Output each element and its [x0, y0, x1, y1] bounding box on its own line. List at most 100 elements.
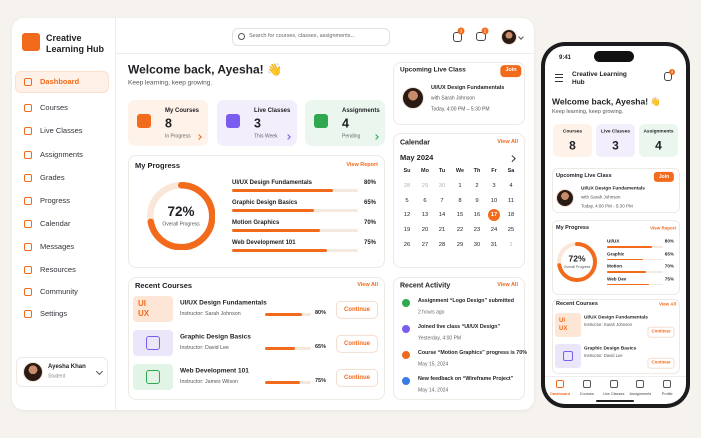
weekday: Mo [421, 168, 429, 175]
phone-stat-card [553, 124, 592, 157]
calendar-day[interactable]: 4 [509, 182, 513, 189]
progress-fill [232, 249, 327, 252]
calendar-day[interactable]: 1 [458, 182, 462, 189]
nav-item[interactable]: Messages [40, 242, 75, 252]
calendar-day[interactable]: 30 [473, 241, 481, 248]
calendar-day[interactable]: 26 [403, 241, 411, 248]
nav-item[interactable]: Resources [40, 265, 76, 275]
donut [146, 181, 216, 251]
activity-icon [402, 377, 410, 385]
course-name: UI/UX Design Fundamentals [232, 179, 313, 186]
panel-link[interactable]: View All [497, 139, 518, 146]
calendar-day[interactable]: 29 [421, 182, 429, 189]
calendar-day[interactable]: 15 [456, 212, 464, 219]
course-percent: 80% [664, 238, 674, 244]
calendar-day[interactable]: 17 [490, 212, 498, 219]
calendar-day[interactable]: 20 [421, 227, 429, 234]
dynamic-island [594, 51, 634, 62]
calendar-day[interactable]: 14 [438, 212, 446, 219]
activity-text: Course “Motion Graphics” progress is 70% [418, 350, 527, 357]
calendar-day[interactable]: 31 [490, 241, 498, 248]
weekday: Tu [438, 168, 446, 175]
calendar-day[interactable]: 29 [456, 241, 464, 248]
calendar-day[interactable]: 30 [438, 182, 446, 189]
calendar-day[interactable]: 8 [458, 197, 462, 204]
donut-arc [557, 242, 597, 282]
nav-item[interactable]: Calendar [40, 219, 71, 229]
phone-progress-panel [552, 220, 680, 295]
join-button[interactable]: Join [653, 171, 675, 183]
calendar-day[interactable]: 2 [475, 182, 479, 189]
phone-stat-value: 4 [655, 138, 662, 153]
calendar-day[interactable]: 6 [423, 197, 427, 204]
calendar-day[interactable]: 7 [440, 197, 444, 204]
continue-button[interactable]: Continue [336, 368, 378, 388]
message-icon[interactable] [476, 32, 486, 41]
tab-label[interactable]: Courses [579, 392, 594, 397]
calendar-day[interactable]: 9 [475, 197, 479, 204]
course-percent: 70% [363, 219, 376, 226]
nav-item[interactable]: Progress [40, 196, 71, 206]
calendar-day[interactable]: 12 [403, 212, 411, 219]
calendar-day[interactable]: 5 [405, 197, 409, 204]
panel-title: My Progress [556, 225, 590, 232]
tab-label[interactable]: Live Classes [602, 392, 625, 397]
continue-button[interactable]: Continue [336, 334, 378, 354]
calendar-day[interactable]: 21 [438, 227, 446, 234]
nav-item[interactable]: Settings [40, 309, 68, 319]
nav-item[interactable]: Grades [40, 173, 65, 183]
calendar-day[interactable]: 24 [490, 227, 498, 234]
phone-bell[interactable] [664, 72, 672, 81]
continue-button[interactable]: Continue [647, 326, 675, 338]
tab-label[interactable]: Dashboard [550, 392, 570, 397]
continue-button[interactable]: Continue [336, 300, 378, 320]
continue-button[interactable]: Continue [647, 357, 675, 369]
thumb-icon [146, 336, 160, 350]
nav-item[interactable]: Dashboard [40, 77, 80, 87]
stat-value: 4 [342, 116, 349, 131]
nav-item[interactable]: Courses [40, 103, 68, 113]
search-box[interactable] [232, 28, 390, 46]
activity-text: Assignment “Logo Design” submitted [418, 298, 514, 305]
panel-link[interactable]: View All [658, 301, 676, 307]
stat-label: Assignments [342, 107, 380, 114]
calendar-day[interactable]: 28 [438, 241, 446, 248]
calendar-day[interactable]: 3 [492, 182, 496, 189]
tab-label[interactable]: Profile [661, 392, 673, 397]
calendar-day[interactable]: 1 [509, 241, 513, 248]
calendar-day[interactable]: 23 [473, 227, 481, 234]
stat-value: 3 [254, 116, 261, 131]
nav-item[interactable]: Community [40, 287, 78, 297]
nav-active [16, 72, 108, 92]
panel-link[interactable]: View All [357, 282, 378, 289]
search-icon [238, 33, 245, 40]
tab-icon [556, 380, 564, 388]
calendar-day[interactable]: 13 [421, 212, 429, 219]
course-thumbnail [555, 313, 581, 337]
panel-link[interactable]: View Report [650, 225, 676, 231]
calendar-day[interactable]: 22 [456, 227, 464, 234]
nav-item[interactable]: Live Classes [40, 126, 83, 136]
join-button[interactable]: Join [500, 65, 522, 77]
progress-fill [232, 229, 321, 232]
calendar-day[interactable]: 11 [507, 197, 515, 204]
tab-icon [609, 380, 618, 388]
calendar-day[interactable]: 27 [421, 241, 429, 248]
calendar-day[interactable]: 18 [507, 212, 515, 219]
weekday: Fr [491, 168, 497, 175]
live-host: with Sarah Johnson [581, 194, 621, 200]
calendar-day[interactable]: 28 [403, 182, 411, 189]
stat-label: Live Classes [254, 107, 291, 114]
progress-fill [265, 347, 295, 350]
nav-icon [24, 197, 32, 205]
panel-link[interactable]: View Report [346, 162, 378, 169]
calendar-day[interactable]: 16 [473, 212, 481, 219]
user-role: Student [48, 373, 66, 380]
nav-item[interactable]: Assignments [40, 150, 83, 160]
calendar-day[interactable]: 25 [507, 227, 515, 234]
search-placeholder[interactable]: Search for courses, classes, assignments… [249, 33, 356, 40]
tab-label[interactable]: Assignments [629, 392, 652, 397]
calendar-day[interactable]: 19 [403, 227, 411, 234]
calendar-day[interactable]: 10 [490, 197, 498, 204]
panel-link[interactable]: View All [497, 282, 518, 289]
